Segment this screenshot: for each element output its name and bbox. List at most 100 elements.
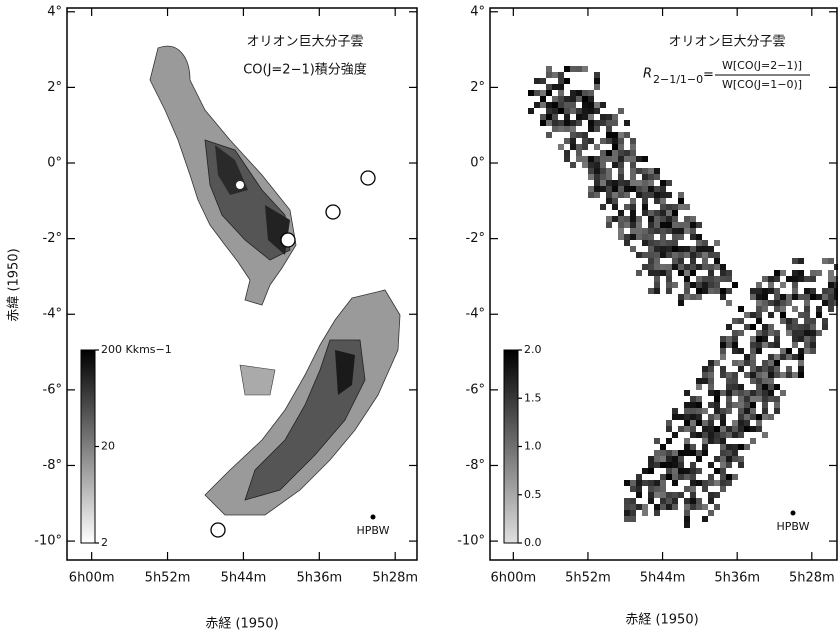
pixel — [624, 234, 630, 240]
pixel — [708, 432, 714, 438]
pixel — [666, 246, 672, 252]
pixel — [612, 144, 618, 150]
pixel — [678, 270, 684, 276]
pixel — [786, 354, 792, 360]
pixel — [756, 342, 762, 348]
pixel — [720, 348, 726, 354]
pixel — [738, 330, 744, 336]
pixel — [558, 120, 564, 126]
pixel — [558, 90, 564, 96]
pixel — [684, 216, 690, 222]
pixel — [558, 72, 564, 78]
pixel — [570, 162, 576, 168]
pixel — [546, 84, 552, 90]
pixel — [726, 426, 732, 432]
pixel — [594, 78, 600, 84]
y-tick-label: -2° — [43, 231, 62, 246]
pixel — [678, 426, 684, 432]
pixel — [792, 258, 798, 264]
pixel — [666, 474, 672, 480]
pixel — [684, 282, 690, 288]
pixel — [630, 486, 636, 492]
pixel — [804, 306, 810, 312]
pixel — [528, 108, 534, 114]
pixel — [588, 126, 594, 132]
pixel — [720, 276, 726, 282]
pixel — [534, 78, 540, 84]
pixel — [792, 318, 798, 324]
pixel — [666, 288, 672, 294]
pixel — [780, 270, 786, 276]
pixel — [702, 288, 708, 294]
pixel — [720, 264, 726, 270]
pixel — [696, 420, 702, 426]
pixel — [702, 372, 708, 378]
pixel — [648, 228, 654, 234]
pixel — [654, 486, 660, 492]
pixel — [672, 450, 678, 456]
colorbar-tick-label: 1.0 — [524, 440, 542, 453]
pixel — [738, 402, 744, 408]
y-tick-label: 0° — [470, 156, 485, 171]
pixel — [684, 522, 690, 528]
pixel — [720, 336, 726, 342]
pixel — [756, 396, 762, 402]
pixel — [684, 516, 690, 522]
pixel — [636, 228, 642, 234]
pixel — [720, 270, 726, 276]
pixel — [684, 414, 690, 420]
pixel — [780, 372, 786, 378]
pixel — [720, 474, 726, 480]
pixel — [726, 408, 732, 414]
pixel — [744, 426, 750, 432]
pixel — [648, 456, 654, 462]
pixel — [786, 300, 792, 306]
pixel — [678, 222, 684, 228]
pixel — [588, 156, 594, 162]
pixel — [618, 156, 624, 162]
x-tick-label: 5h36m — [296, 571, 342, 586]
pixel — [588, 90, 594, 96]
pixel — [714, 432, 720, 438]
pixel — [636, 186, 642, 192]
colorbar-tick-label: 0.0 — [524, 536, 542, 549]
pixel — [618, 174, 624, 180]
pixel — [642, 174, 648, 180]
pixel — [642, 240, 648, 246]
pixel — [672, 210, 678, 216]
pixel — [714, 468, 720, 474]
pixel — [666, 276, 672, 282]
pixel — [648, 246, 654, 252]
pixel — [606, 192, 612, 198]
source-markers — [210, 170, 376, 538]
pixel — [630, 480, 636, 486]
pixel — [738, 366, 744, 372]
pixel — [708, 498, 714, 504]
pixel — [690, 426, 696, 432]
pixel — [684, 294, 690, 300]
pixel — [756, 318, 762, 324]
pixel — [594, 126, 600, 132]
pixel — [528, 90, 534, 96]
pixel — [828, 270, 834, 276]
pixel — [552, 84, 558, 90]
pixel — [642, 504, 648, 510]
pixel — [624, 120, 630, 126]
pixel — [780, 354, 786, 360]
pixel — [744, 360, 750, 366]
pixel — [696, 450, 702, 456]
pixel — [732, 450, 738, 456]
pixel — [726, 444, 732, 450]
pixel — [756, 336, 762, 342]
pixel — [750, 402, 756, 408]
pixel — [648, 492, 654, 498]
pixel — [768, 372, 774, 378]
pixel — [810, 288, 816, 294]
pixel — [558, 144, 564, 150]
pixel — [750, 408, 756, 414]
marker — [210, 522, 226, 538]
pixel — [534, 102, 540, 108]
pixel — [684, 228, 690, 234]
pixel — [774, 336, 780, 342]
pixel — [618, 138, 624, 144]
